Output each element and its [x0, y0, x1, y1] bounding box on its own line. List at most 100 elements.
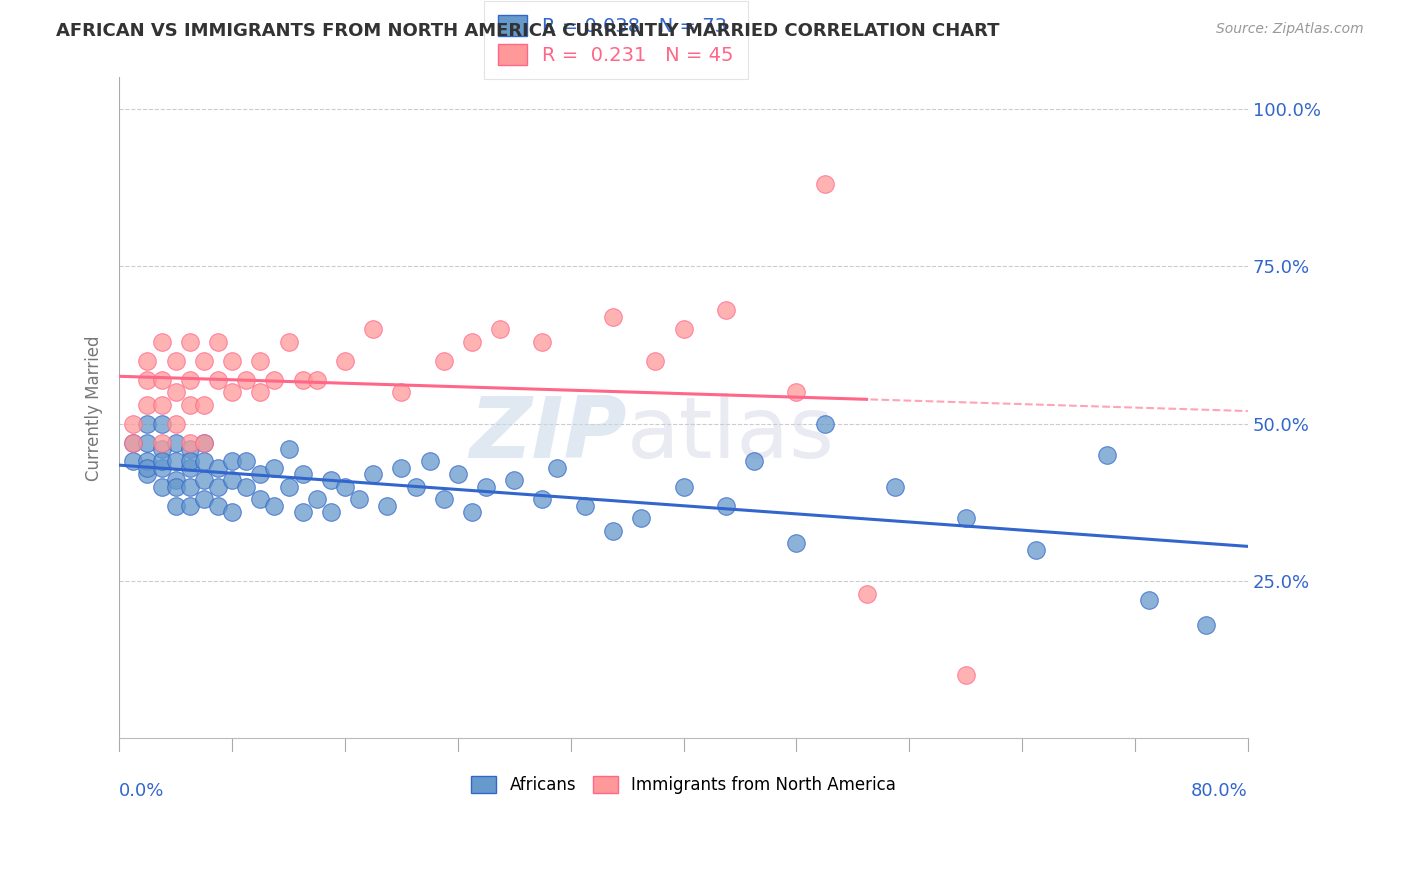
Point	[856, 587, 879, 601]
Point	[165, 473, 187, 487]
Point	[207, 334, 229, 349]
Point	[531, 492, 554, 507]
Point	[461, 505, 484, 519]
Point	[1025, 542, 1047, 557]
Point	[489, 322, 512, 336]
Point	[150, 435, 173, 450]
Point	[235, 373, 257, 387]
Point	[136, 417, 159, 431]
Point	[263, 499, 285, 513]
Point	[179, 454, 201, 468]
Point	[179, 373, 201, 387]
Point	[475, 480, 498, 494]
Point	[165, 480, 187, 494]
Point	[136, 467, 159, 481]
Point	[291, 505, 314, 519]
Point	[193, 435, 215, 450]
Point	[165, 385, 187, 400]
Point	[361, 322, 384, 336]
Legend: Africans, Immigrants from North America: Africans, Immigrants from North America	[463, 768, 904, 803]
Point	[574, 499, 596, 513]
Point	[193, 435, 215, 450]
Point	[546, 460, 568, 475]
Text: atlas: atlas	[627, 392, 835, 475]
Point	[136, 398, 159, 412]
Point	[235, 480, 257, 494]
Point	[207, 499, 229, 513]
Point	[207, 480, 229, 494]
Point	[249, 353, 271, 368]
Point	[122, 417, 145, 431]
Point	[136, 454, 159, 468]
Point	[630, 511, 652, 525]
Point	[602, 524, 624, 538]
Point	[179, 334, 201, 349]
Point	[165, 435, 187, 450]
Point	[193, 353, 215, 368]
Point	[333, 480, 356, 494]
Point	[122, 435, 145, 450]
Point	[263, 460, 285, 475]
Point	[249, 467, 271, 481]
Point	[319, 505, 342, 519]
Point	[461, 334, 484, 349]
Point	[150, 442, 173, 456]
Point	[361, 467, 384, 481]
Point	[235, 454, 257, 468]
Point	[179, 460, 201, 475]
Point	[179, 480, 201, 494]
Point	[150, 454, 173, 468]
Point	[714, 303, 737, 318]
Point	[277, 334, 299, 349]
Point	[136, 460, 159, 475]
Point	[391, 385, 413, 400]
Text: ZIP: ZIP	[470, 392, 627, 475]
Point	[405, 480, 427, 494]
Point	[785, 385, 807, 400]
Point	[319, 473, 342, 487]
Point	[221, 473, 243, 487]
Point	[221, 505, 243, 519]
Point	[249, 492, 271, 507]
Point	[150, 480, 173, 494]
Point	[150, 460, 173, 475]
Point	[179, 499, 201, 513]
Text: AFRICAN VS IMMIGRANTS FROM NORTH AMERICA CURRENTLY MARRIED CORRELATION CHART: AFRICAN VS IMMIGRANTS FROM NORTH AMERICA…	[56, 22, 1000, 40]
Point	[165, 417, 187, 431]
Point	[165, 353, 187, 368]
Point	[207, 373, 229, 387]
Point	[742, 454, 765, 468]
Point	[333, 353, 356, 368]
Point	[672, 322, 695, 336]
Point	[814, 417, 837, 431]
Text: Source: ZipAtlas.com: Source: ZipAtlas.com	[1216, 22, 1364, 37]
Point	[814, 178, 837, 192]
Point	[305, 373, 328, 387]
Point	[165, 454, 187, 468]
Point	[391, 460, 413, 475]
Point	[179, 442, 201, 456]
Point	[1095, 448, 1118, 462]
Point	[221, 353, 243, 368]
Point	[375, 499, 398, 513]
Point	[955, 668, 977, 682]
Point	[1194, 618, 1216, 632]
Point	[193, 454, 215, 468]
Point	[221, 385, 243, 400]
Point	[644, 353, 666, 368]
Point	[291, 373, 314, 387]
Point	[291, 467, 314, 481]
Point	[277, 480, 299, 494]
Point	[531, 334, 554, 349]
Point	[433, 353, 456, 368]
Point	[433, 492, 456, 507]
Point	[249, 385, 271, 400]
Point	[165, 499, 187, 513]
Text: 0.0%: 0.0%	[120, 782, 165, 800]
Point	[714, 499, 737, 513]
Point	[150, 417, 173, 431]
Point	[122, 454, 145, 468]
Point	[150, 398, 173, 412]
Point	[179, 398, 201, 412]
Point	[122, 435, 145, 450]
